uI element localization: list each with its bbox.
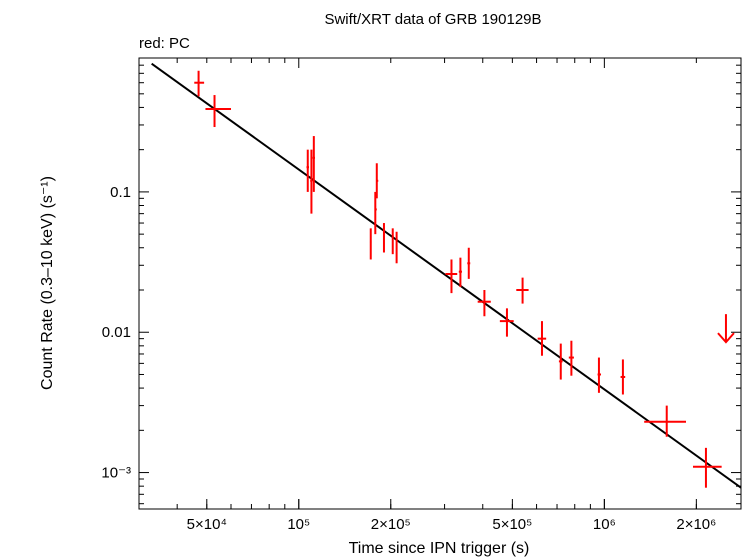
- plot-area: 5×10⁴ 10⁵ 2×10⁵ 5×10⁵ 10⁶ 2×10⁶ 0.1 0.01 10⁻³: [101, 57, 742, 533]
- x-tick-label: 2×10⁵: [371, 516, 411, 533]
- axis-labels-group: Swift/XRT data of GRB 190129B red: PC Ti…: [39, 11, 542, 557]
- data-point: [445, 259, 458, 294]
- data-point: [499, 308, 514, 337]
- y-tick-label: 0.01: [102, 324, 131, 341]
- x-axis-label: Time since IPN trigger (s): [349, 540, 530, 557]
- data-point: [467, 247, 471, 279]
- data-point: [194, 70, 205, 97]
- y-tick-label: 10⁻³: [101, 465, 131, 482]
- data-point: [477, 289, 491, 317]
- data-point: [369, 228, 372, 260]
- data-point: [692, 447, 722, 488]
- legend-text: red: PC: [139, 35, 190, 52]
- data-point: [458, 257, 462, 288]
- x-tick-label: 10⁶: [593, 516, 616, 533]
- data-point: [374, 191, 377, 235]
- x-tick-label: 5×10⁵: [492, 516, 532, 533]
- data-point: [205, 95, 231, 128]
- y-axis-label: Count Rate (0.3–10 keV) (s⁻¹): [39, 176, 56, 390]
- x-tick-label: 5×10⁴: [187, 516, 227, 533]
- data-point: [395, 231, 398, 264]
- data-point: [620, 359, 626, 395]
- x-tick-label: 10⁵: [287, 516, 310, 533]
- chart-title: Swift/XRT data of GRB 190129B: [324, 11, 541, 28]
- data-point: [310, 149, 313, 214]
- data-point: [568, 340, 574, 376]
- upper-limit-arrowhead: [717, 332, 735, 344]
- data-point: [391, 228, 394, 255]
- fit-line: [151, 62, 741, 489]
- x-tick-label: 2×10⁶: [676, 516, 716, 533]
- y-tick-label: 0.1: [110, 184, 131, 201]
- data-point: [382, 223, 385, 253]
- data-point: [312, 136, 315, 192]
- data-point: [306, 149, 309, 192]
- data-points-group: [194, 70, 735, 488]
- data-point: [597, 357, 601, 393]
- axis-ticks: 5×10⁴ 10⁵ 2×10⁵ 5×10⁵ 10⁶ 2×10⁶ 0.1 0.01 10⁻³: [101, 57, 741, 533]
- data-point: [537, 321, 547, 356]
- upper-limit: [717, 314, 735, 344]
- data-point: [516, 277, 529, 304]
- data-point: [558, 343, 563, 380]
- plot-frame: [138, 57, 742, 510]
- data-point: [375, 163, 379, 199]
- data-point: [644, 405, 687, 437]
- fit-line-group: [151, 62, 741, 489]
